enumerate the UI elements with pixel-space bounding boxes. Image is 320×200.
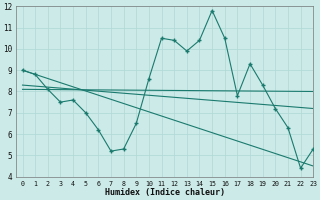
X-axis label: Humidex (Indice chaleur): Humidex (Indice chaleur) [105, 188, 225, 197]
